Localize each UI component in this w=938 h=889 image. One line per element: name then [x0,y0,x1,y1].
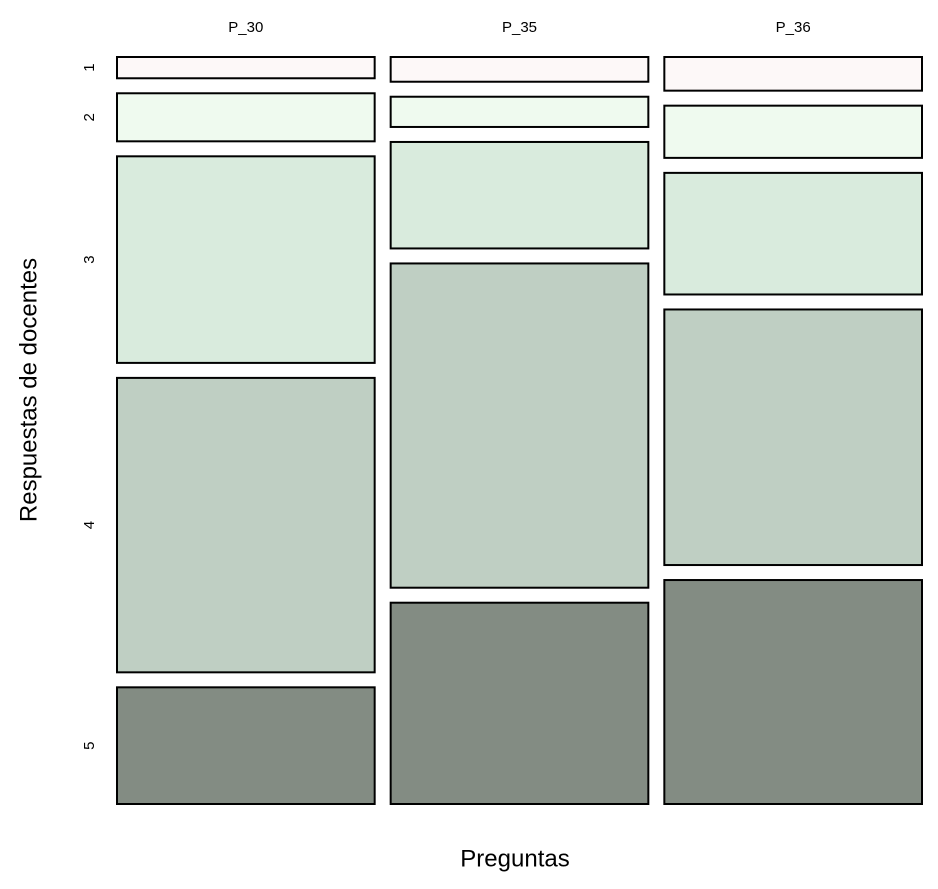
column-label: P_35 [502,19,537,36]
mosaic-tile [663,579,923,806]
row-label: 3 [81,255,98,263]
mosaic-tile [389,140,650,250]
mosaic-tile [116,155,376,364]
mosaic-tile [116,376,376,674]
mosaic-tile [663,104,923,159]
mosaic-tile [389,601,650,805]
mosaic-tile [389,56,650,83]
mosaic-tile [116,686,376,805]
mosaic-tile [663,56,923,92]
mosaic-tile [116,56,376,80]
x-axis-label: Preguntas [460,845,569,872]
y-axis-label: Respuestas de docentes [15,258,42,522]
mosaic-tile [116,92,376,143]
row-label: 4 [81,521,98,529]
row-label: 1 [81,63,98,71]
row-label: 2 [81,113,98,121]
column-label: P_36 [776,19,811,36]
mosaic-tile [663,308,923,567]
column-label: P_30 [228,19,263,36]
mosaic-tile [389,95,650,128]
row-label: 5 [81,741,98,749]
mosaic-tile [663,171,923,296]
mosaic-tile [389,262,650,589]
